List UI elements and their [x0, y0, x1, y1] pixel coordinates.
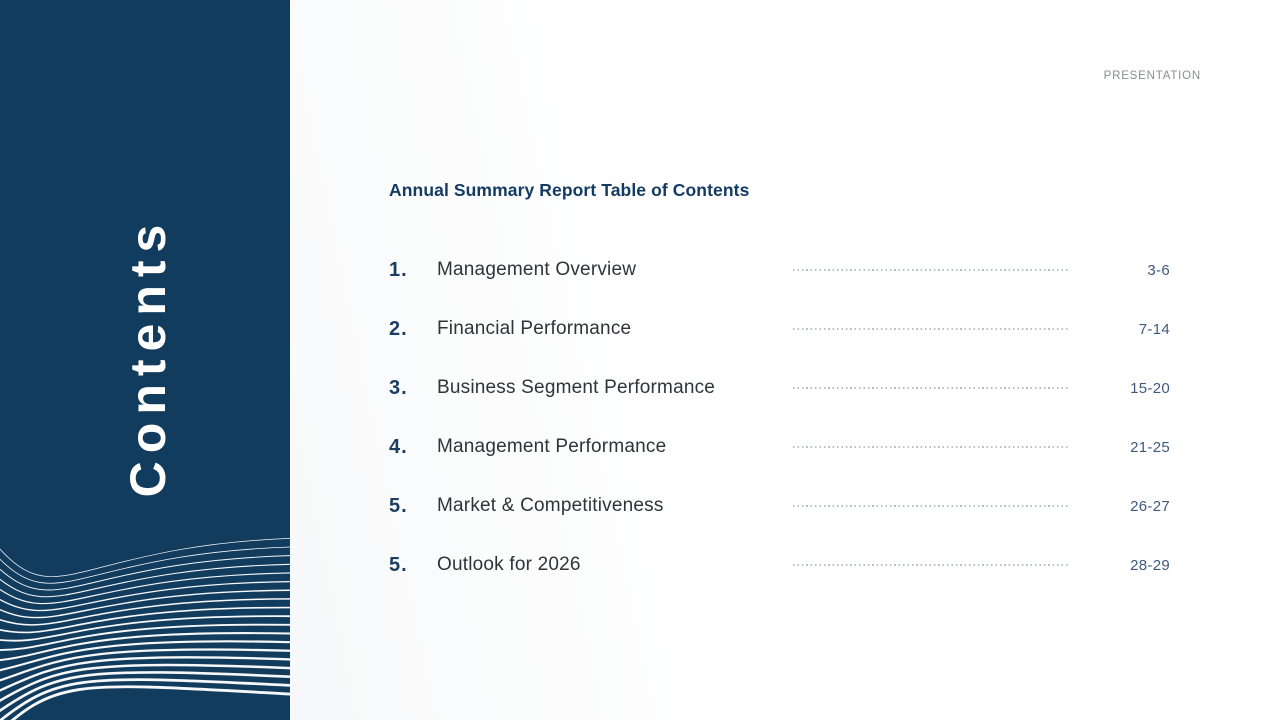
toc-dotted-leader — [793, 505, 1070, 507]
toc-item-number: 2. — [389, 317, 408, 340]
page-title: Annual Summary Report Table of Contents — [389, 180, 750, 200]
toc-item-number: 5. — [389, 494, 408, 517]
toc-item-label: Business Segment Performance — [437, 377, 716, 398]
toc-row: 3. Business Segment Performance 15-20 — [389, 368, 1170, 408]
toc-row: 5. Outlook for 2026 28-29 — [389, 545, 1170, 585]
toc-item-pages: 15-20 — [1130, 379, 1170, 397]
toc-dotted-leader — [793, 269, 1070, 271]
toc-row: 1. Management Overview 3-6 — [389, 250, 1170, 290]
toc-dotted-leader — [793, 446, 1070, 448]
toc-item-label: Management Performance — [437, 436, 667, 457]
toc-row: 4. Management Performance 21-25 — [389, 427, 1170, 467]
toc-item-pages: 21-25 — [1130, 438, 1170, 456]
toc-item-label: Outlook for 2026 — [437, 554, 581, 575]
toc-item-pages: 28-29 — [1130, 556, 1170, 574]
toc-item-pages: 26-27 — [1130, 497, 1170, 515]
toc-dotted-leader — [793, 564, 1070, 566]
toc-item-number: 1. — [389, 258, 408, 281]
toc-row: 2. Financial Performance 7-14 — [389, 309, 1170, 349]
toc-item-number: 5. — [389, 553, 408, 576]
toc-item-label: Market & Competitiveness — [437, 495, 664, 516]
toc-item-number: 3. — [389, 376, 408, 399]
toc-item-pages: 7-14 — [1138, 320, 1170, 338]
toc-row: 5. Market & Competitiveness 26-27 — [389, 486, 1170, 526]
toc-dotted-leader — [793, 387, 1070, 389]
sidebar: Contents — [0, 0, 290, 720]
eyebrow-label: PRESENTATION — [1103, 70, 1201, 82]
sidebar-vertical-title: Contents — [120, 216, 176, 498]
wave-lines-decoration — [0, 538, 290, 720]
toc-dotted-leader — [793, 328, 1070, 330]
toc-item-label: Management Overview — [437, 259, 637, 280]
toc-item-pages: 3-6 — [1147, 261, 1170, 279]
toc-list: 1. Management Overview 3-6 2. Financial Perf… — [389, 0, 1170, 720]
toc-item-number: 4. — [389, 435, 408, 458]
toc-item-label: Financial Performance — [437, 318, 632, 339]
